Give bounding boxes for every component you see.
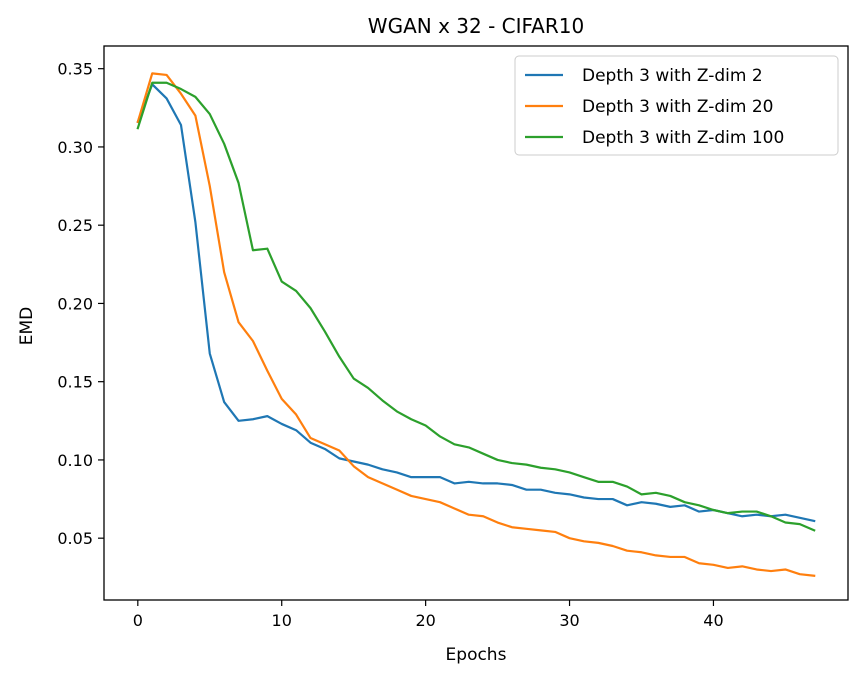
y-tick-label: 0.25 [57, 216, 93, 235]
chart-title: WGAN x 32 - CIFAR10 [368, 14, 584, 38]
y-axis: 0.05 0.10 0.15 0.20 0.25 0.30 0.35 [57, 60, 104, 548]
axes-frame [103, 45, 849, 601]
y-tick-label: 0.05 [57, 529, 93, 548]
legend: Depth 3 with Z-dim 2 Depth 3 with Z-dim 2… [514, 55, 839, 156]
x-axis: 0 10 20 30 40 [133, 600, 724, 630]
y-tick-label: 0.15 [57, 373, 93, 392]
y-tick-label: 0.20 [57, 294, 93, 313]
x-tick-label: 40 [703, 611, 723, 630]
legend-entry-label: Depth 3 with Z-dim 100 [582, 128, 784, 148]
series-line-2 [136, 72, 816, 577]
x-tick-label: 0 [133, 611, 143, 630]
legend-box [514, 55, 839, 156]
y-tick-label: 0.35 [57, 60, 93, 79]
x-tick-label: 20 [415, 611, 435, 630]
series-line-1 [136, 83, 816, 523]
series-line-3 [136, 81, 816, 532]
y-tick-label: 0.10 [57, 451, 93, 470]
y-tick-label: 0.30 [57, 138, 93, 157]
y-axis-label: EMD [17, 307, 37, 346]
x-tick-label: 30 [559, 611, 579, 630]
legend-entry-label: Depth 3 with Z-dim 20 [582, 97, 773, 117]
legend-entry-label: Depth 3 with Z-dim 2 [582, 66, 763, 86]
x-axis-label: Epochs [446, 645, 507, 665]
plot-area [136, 72, 816, 577]
x-tick-label: 10 [272, 611, 292, 630]
